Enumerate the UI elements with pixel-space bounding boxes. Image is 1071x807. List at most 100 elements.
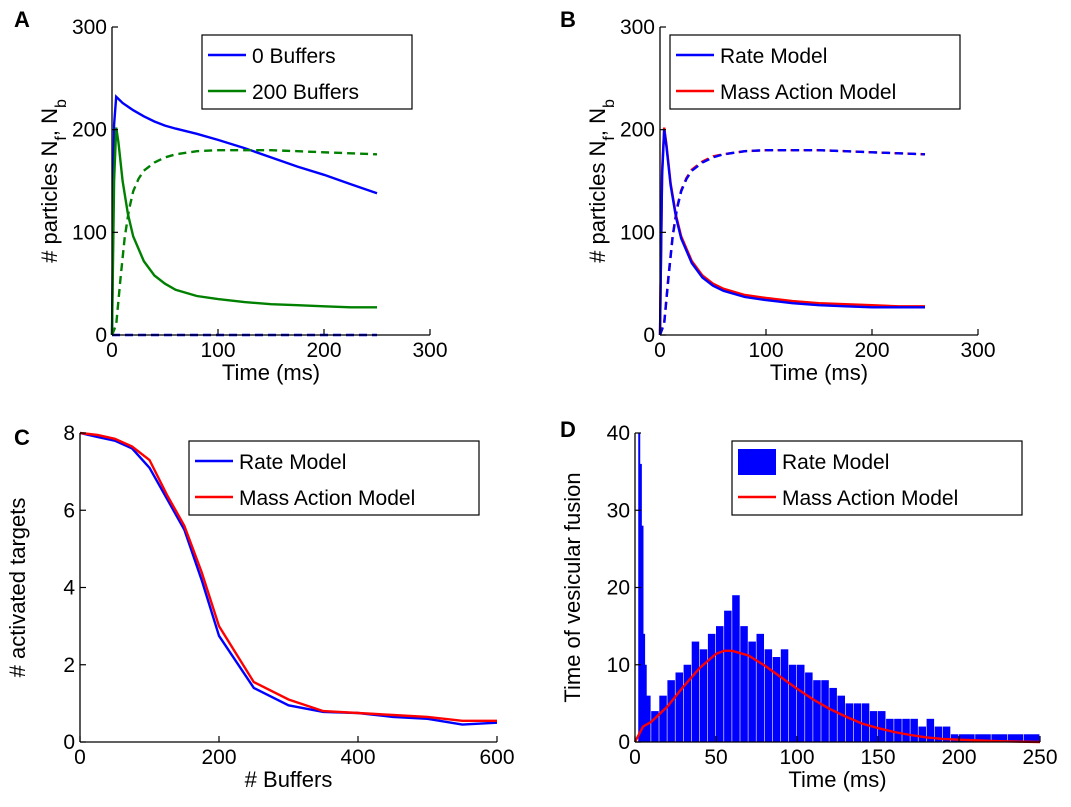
- histogram-bar: [699, 649, 708, 742]
- y-tick-label: 200: [620, 119, 655, 142]
- series-line-green-solid: [110, 127, 377, 336]
- x-axis-label: Time (ms): [222, 360, 320, 385]
- histogram-bar: [845, 703, 854, 742]
- x-tick-label: 200: [201, 746, 236, 769]
- y-axis-label-part: , N: [585, 108, 610, 136]
- series-line-red-solid: [79, 431, 497, 722]
- y-tick-label: 40: [607, 422, 630, 445]
- y-axis-label-subscript: f: [53, 136, 70, 141]
- y-tick-label: 100: [620, 221, 655, 244]
- histogram-bar: [950, 734, 959, 742]
- y-tick-label: 4: [63, 577, 75, 600]
- histogram-bar: [667, 680, 675, 742]
- y-tick-label: 0: [63, 731, 75, 754]
- histogram-bar: [732, 595, 740, 742]
- series-line-blue-dashed: [658, 148, 926, 336]
- legend-box: [731, 440, 1023, 516]
- histogram-bar: [691, 641, 700, 742]
- histogram-bar: [918, 726, 926, 742]
- legend-label: Mass Action Model: [239, 487, 415, 510]
- x-tick-label: 0: [629, 746, 641, 769]
- histogram-bar: [1023, 734, 1040, 742]
- x-tick-label: 0: [654, 339, 666, 362]
- legend: 0 Buffers 200 Buffers: [201, 34, 413, 110]
- histogram-bar: [646, 695, 651, 742]
- histogram-bar: [837, 695, 845, 742]
- x-tick-label: 150: [860, 746, 895, 769]
- legend-box: [201, 34, 413, 110]
- y-axis-label: # activated targets: [5, 498, 30, 678]
- y-axis-label-part: # particles N: [585, 141, 610, 263]
- y-tick-label: 300: [620, 16, 655, 39]
- histogram-bar: [878, 711, 886, 742]
- histogram-bar: [926, 718, 935, 742]
- x-tick-label: 600: [479, 746, 514, 769]
- y-tick-label: 8: [63, 422, 75, 445]
- y-tick-label: 2: [63, 654, 75, 677]
- histogram-bar: [805, 672, 813, 742]
- x-axis-label: Time (ms): [788, 767, 886, 792]
- histogram-bar: [707, 633, 716, 742]
- panel-b: B 0 100 200 300 0 100 200 300 Time (ms) # particle…: [560, 7, 996, 385]
- y-tick-label: 10: [607, 654, 630, 677]
- histogram-bar: [641, 525, 644, 742]
- histogram-bar: [724, 610, 732, 742]
- x-axis-label: # Buffers: [245, 767, 333, 792]
- y-tick-label: 0: [95, 324, 107, 347]
- histogram-bar: [788, 664, 797, 742]
- histogram-bar: [772, 657, 781, 742]
- y-axis-label-subscript: b: [53, 99, 70, 108]
- y-axis-label: # particles Nf, Nb: [585, 99, 618, 263]
- y-tick-label: 30: [607, 499, 630, 522]
- histogram-bar: [934, 726, 943, 742]
- legend-label: Rate Model: [239, 451, 346, 474]
- legend-box: [188, 440, 480, 516]
- histogram-bar: [683, 664, 692, 742]
- legend-label: Rate Model: [782, 451, 889, 474]
- legend: Rate Model Mass Action Model: [669, 34, 961, 110]
- y-axis-label: Time of vesicular fusion: [560, 472, 585, 702]
- legend-label: Mass Action Model: [782, 487, 958, 510]
- x-tick-label: 300: [412, 339, 447, 362]
- histogram-bar: [748, 641, 756, 742]
- y-axis-label-subscript: b: [601, 99, 618, 108]
- panel-label: C: [14, 425, 30, 450]
- histogram-bar: [942, 726, 951, 742]
- histogram-bar: [902, 718, 910, 742]
- panel-label: B: [560, 7, 576, 32]
- y-axis-label-part: , N: [37, 108, 62, 136]
- histogram-bar: [740, 626, 748, 742]
- histogram-bar: [861, 703, 870, 742]
- histogram-bar: [756, 633, 764, 742]
- histogram-bar: [643, 633, 646, 742]
- panel-label: A: [14, 7, 30, 32]
- y-axis-label: # particles Nf, Nb: [37, 99, 70, 263]
- x-tick-label: 0: [74, 746, 86, 769]
- histogram: [638, 433, 1040, 742]
- histogram-bar: [1007, 734, 1024, 742]
- y-tick-label: 300: [72, 16, 107, 39]
- histogram-bar: [780, 649, 789, 742]
- histogram-bar: [764, 649, 773, 742]
- y-axis-label-part: # particles N: [37, 141, 62, 263]
- panel-a: A 0 100 200 300 0 100 200 300 Time (ms) # particle…: [14, 7, 448, 385]
- y-axis-label-subscript: f: [601, 136, 618, 141]
- legend-label: 200 Buffers: [252, 81, 359, 104]
- x-tick-label: 100: [200, 339, 235, 362]
- series-line-red-solid: [633, 649, 1041, 744]
- legend: Rate Model Mass Action Model: [188, 440, 480, 516]
- x-tick-label: 200: [941, 746, 976, 769]
- histogram-bar: [797, 664, 805, 742]
- histogram-bar: [991, 734, 1007, 742]
- legend-box: [669, 34, 961, 110]
- histogram-bar: [651, 711, 659, 742]
- panel-d: D 0 50 100 150 200 250 0 10 20 30 40 Time (ms) Time o…: [560, 417, 1058, 792]
- histogram-bar: [639, 463, 642, 742]
- series-line-blue-solid: [110, 94, 378, 336]
- x-axis-label: Time (ms): [770, 360, 868, 385]
- histogram-bar: [644, 664, 647, 742]
- x-tick-label: 250: [1022, 746, 1057, 769]
- panel-label: D: [560, 417, 576, 442]
- y-tick-label: 20: [607, 577, 630, 600]
- x-tick-label: 300: [960, 339, 995, 362]
